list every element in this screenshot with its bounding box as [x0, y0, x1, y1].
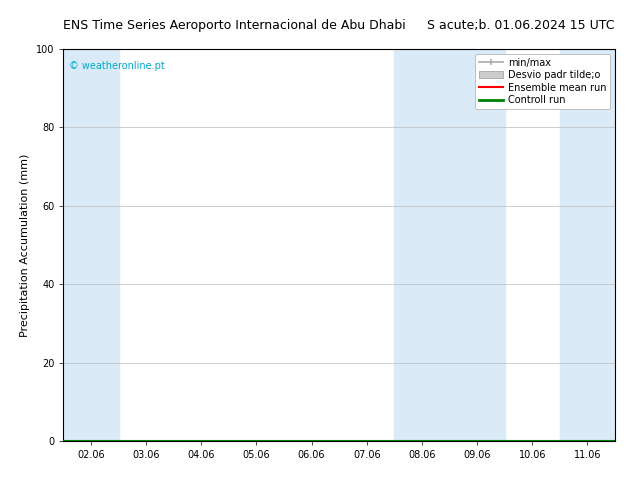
Bar: [63, 49, 119, 441]
Y-axis label: Precipitation Accumulation (mm): Precipitation Accumulation (mm): [20, 153, 30, 337]
Bar: [450, 49, 505, 441]
Legend: min/max, Desvio padr tilde;o, Ensemble mean run, Controll run: min/max, Desvio padr tilde;o, Ensemble m…: [475, 54, 610, 109]
Bar: [560, 49, 615, 441]
Bar: [394, 49, 450, 441]
Text: S acute;b. 01.06.2024 15 UTC: S acute;b. 01.06.2024 15 UTC: [427, 19, 615, 32]
Text: ENS Time Series Aeroporto Internacional de Abu Dhabi: ENS Time Series Aeroporto Internacional …: [63, 19, 406, 32]
Text: © weatheronline.pt: © weatheronline.pt: [69, 61, 165, 71]
